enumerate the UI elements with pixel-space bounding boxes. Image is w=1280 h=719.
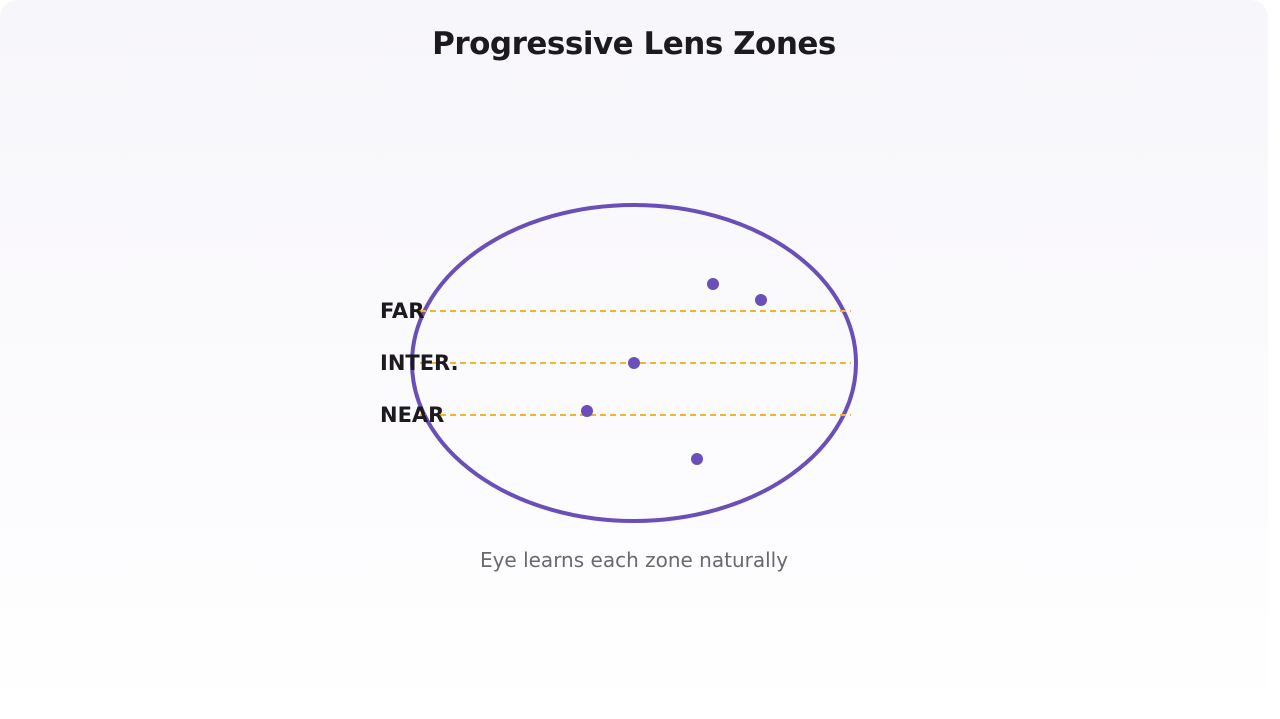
eye-dot [755, 294, 767, 306]
zone-label-far: FAR [380, 299, 424, 323]
page-title: Progressive Lens Zones [432, 26, 836, 62]
eye-dot [628, 357, 640, 369]
eye-dot [707, 278, 719, 290]
zone-label-intermediate: INTER. [380, 351, 459, 375]
eye-dot [691, 453, 703, 465]
lens-outline [410, 203, 858, 523]
eye-dot [581, 405, 593, 417]
zone-label-near: NEAR [380, 403, 444, 427]
diagram-caption: Eye learns each zone naturally [479, 548, 789, 572]
